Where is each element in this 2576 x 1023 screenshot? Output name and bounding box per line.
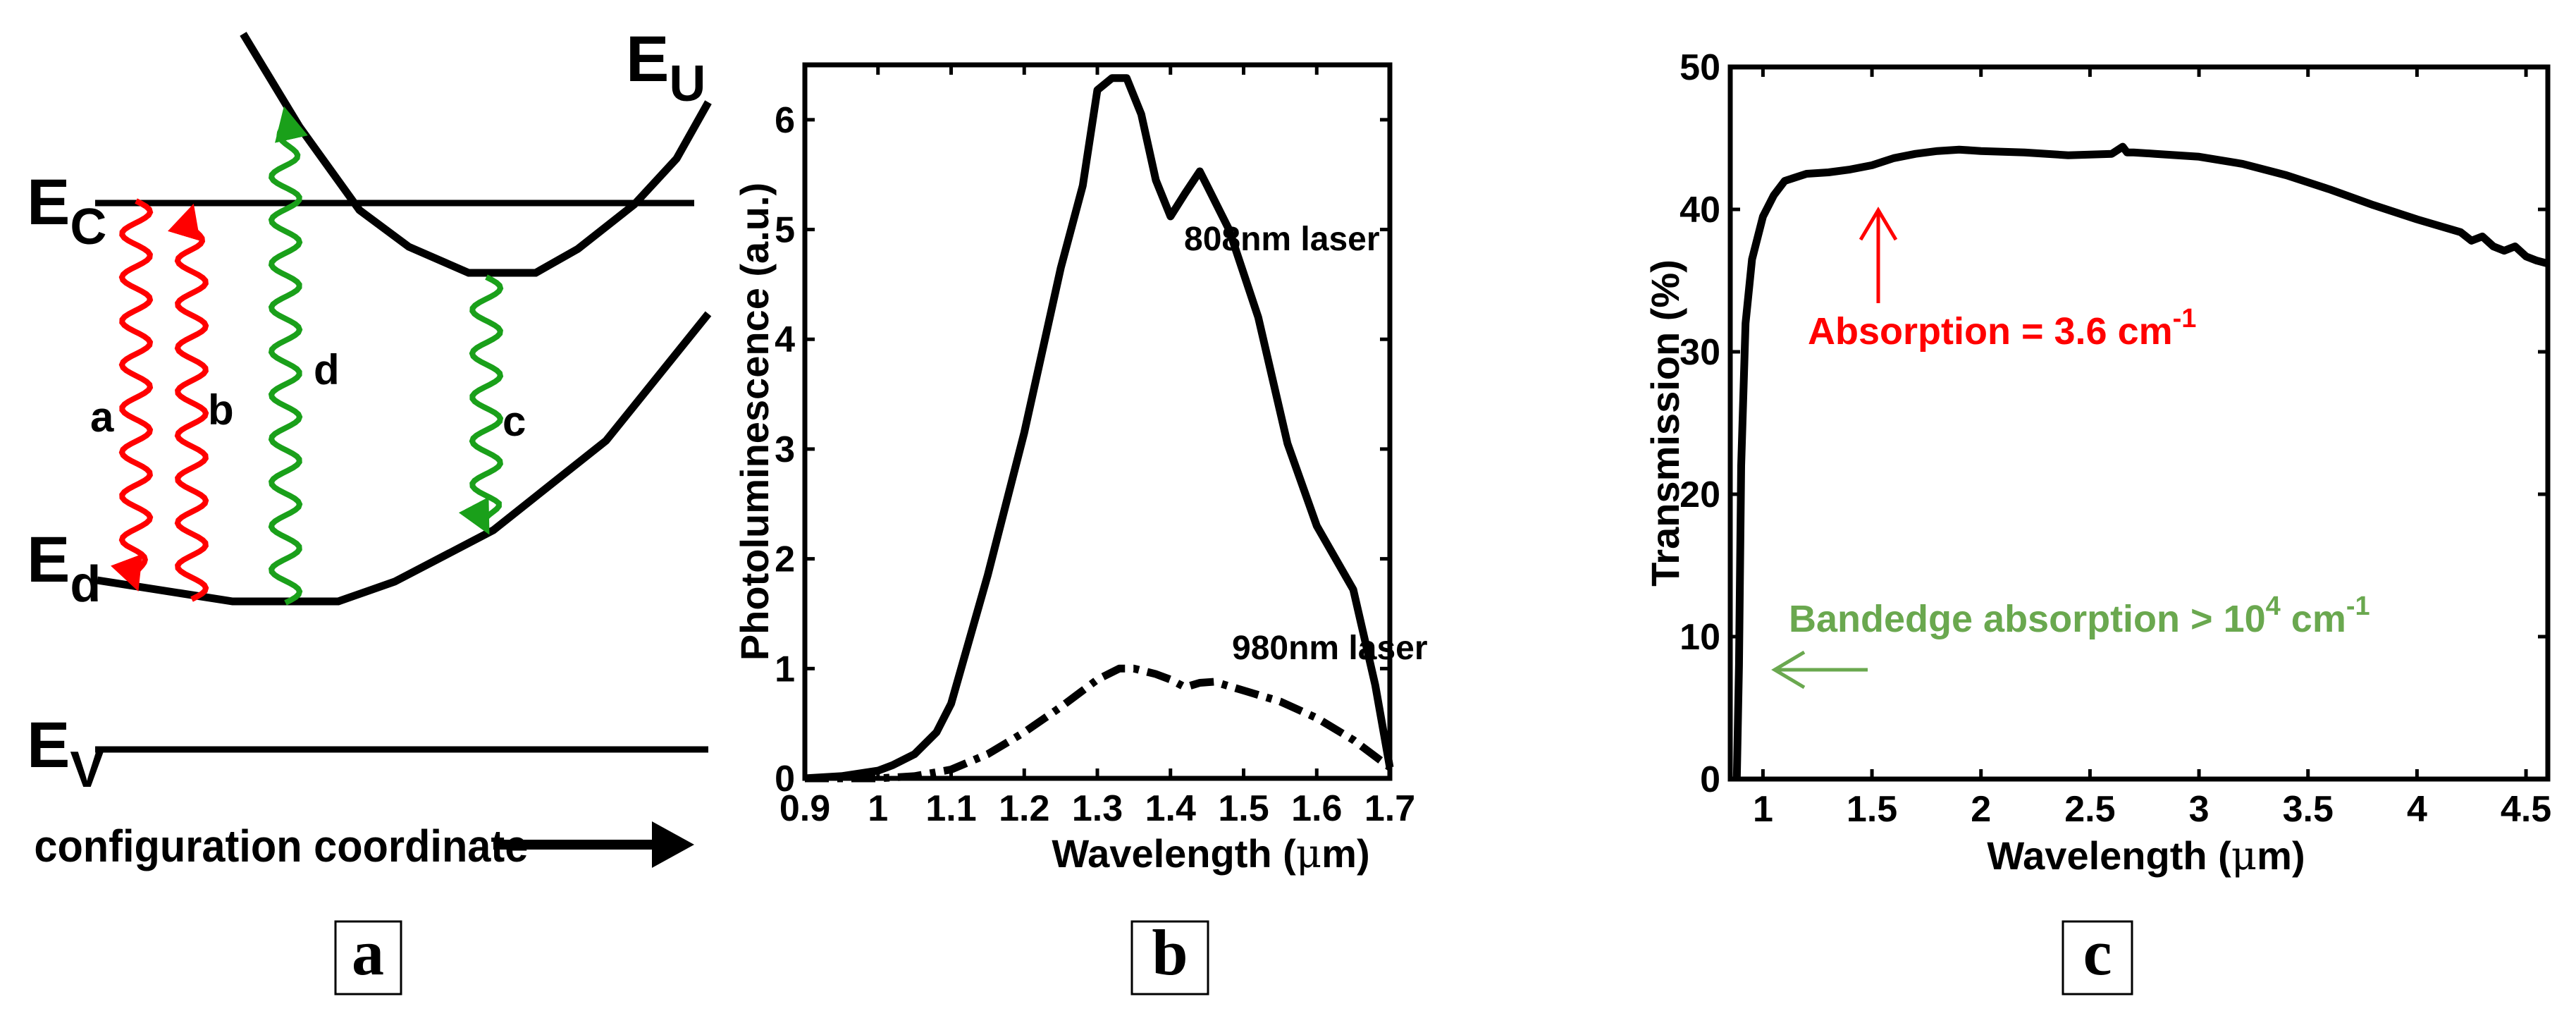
ed-label: Ed <box>27 524 101 613</box>
panel-a-box <box>334 920 402 996</box>
transition-b-wave <box>167 203 209 602</box>
xtick-label: 1.4 <box>1145 788 1196 829</box>
xtick-label: 0.9 <box>779 788 830 829</box>
absorption-arrow-head <box>1859 207 1898 241</box>
transition-a-wave <box>111 198 154 592</box>
ytick-label: 6 <box>775 100 795 141</box>
panel-b-xtick-labels: 0.9 1 1.1 1.2 1.3 1.4 1.5 1.6 1.7 <box>779 788 1415 829</box>
annotation-808nm: 808nm laser <box>1184 221 1380 258</box>
xtick-label: 1.5 <box>1218 788 1269 829</box>
panel-c: 1 1.5 2 2.5 3 3.5 4 4.5 0 10 20 30 40 50 Absorption … <box>1643 47 2551 996</box>
ytick-label: 50 <box>1680 47 1720 88</box>
ev-label: EV <box>27 709 104 798</box>
xtick-label: 2.5 <box>2064 789 2115 830</box>
ytick-label: 5 <box>775 210 795 251</box>
panel-b-ylabel: Photoluminescence (a.u.) <box>732 183 777 661</box>
transition-b-label: b <box>208 386 234 434</box>
axis-arrow-head <box>652 821 694 868</box>
ytick-label: 0 <box>1700 759 1720 800</box>
panel-a: EU EC Ed EV a b d c configuration coordi… <box>27 23 712 996</box>
panel-b-ytick-labels: 0 1 2 3 4 5 6 <box>775 100 795 800</box>
transition-c-wave <box>458 274 504 535</box>
series-808nm-line <box>804 74 1394 783</box>
ytick-label: 0 <box>775 759 795 800</box>
ytick-label: 3 <box>775 429 795 470</box>
panel-b-box <box>1130 920 1209 996</box>
xtick-label: 4 <box>2407 789 2427 830</box>
panel-c-ylabel: Transmission (%) <box>1643 259 1687 587</box>
panel-c-ytick-labels: 0 10 20 30 40 50 <box>1680 47 1720 800</box>
eu-label: EU <box>626 23 705 112</box>
annotation-980nm: 980nm laser <box>1232 630 1428 667</box>
xtick-label: 1.5 <box>1847 789 1897 830</box>
transition-a-label: a <box>90 393 114 441</box>
eu-curve <box>240 32 712 277</box>
xtick-label: 1 <box>868 788 888 829</box>
panel-b-label: b <box>1152 917 1188 988</box>
xtick-label: 1.2 <box>999 788 1049 829</box>
ytick-label: 4 <box>775 319 795 360</box>
panel-c-axes-box <box>1727 64 2551 782</box>
panel-c-xtick-labels: 1 1.5 2 2.5 3 3.5 4 4.5 <box>1753 789 2551 830</box>
xtick-label: 1.6 <box>1291 788 1342 829</box>
transition-d-wave <box>268 106 308 606</box>
xtick-label: 1 <box>1753 789 1773 830</box>
ytick-label: 30 <box>1680 332 1720 373</box>
panel-a-label: a <box>352 917 384 988</box>
ytick-label: 2 <box>775 539 795 580</box>
panel-c-xlabel: Wavelength (μm) <box>1987 833 2305 879</box>
ytick-label: 40 <box>1680 190 1720 231</box>
ytick-label: 1 <box>775 649 795 690</box>
panel-c-label: c <box>2083 917 2112 988</box>
xtick-label: 4.5 <box>2501 789 2551 830</box>
xtick-label: 3.5 <box>2283 789 2334 830</box>
panel-b-xlabel: Wavelength (μm) <box>1052 831 1369 877</box>
transition-d-label: d <box>314 346 340 393</box>
panel-c-box <box>2062 920 2133 996</box>
ec-label: EC <box>27 166 106 255</box>
xtick-label: 1.1 <box>925 788 976 829</box>
axis-caption: configuration coordinate <box>34 821 528 871</box>
ed-curve <box>97 311 712 606</box>
transition-c-label: c <box>503 398 526 445</box>
ytick-label: 20 <box>1680 474 1720 515</box>
xtick-label: 2 <box>1971 789 1991 830</box>
transmission-line <box>1732 142 2549 780</box>
xtick-label: 1.3 <box>1072 788 1123 829</box>
panel-c-ticks <box>1730 65 2548 781</box>
panel-b: 0.9 1 1.1 1.2 1.3 1.4 1.5 1.6 1.7 0 1 2 3 4 5 6 808nm … <box>732 62 1428 996</box>
bandedge-annotation: Bandedge absorption > 104 cm-1 <box>1789 592 2370 640</box>
absorption-annotation: Absorption = 3.6 cm-1 <box>1808 304 2196 353</box>
series-980nm-line <box>805 664 1393 783</box>
panel-b-ticks <box>803 65 1392 780</box>
xtick-label: 1.7 <box>1364 788 1415 829</box>
bandedge-arrow-head <box>1771 650 1806 690</box>
ytick-label: 10 <box>1680 617 1720 658</box>
xtick-label: 3 <box>2189 789 2210 830</box>
panel-b-axes-box <box>802 62 1393 781</box>
